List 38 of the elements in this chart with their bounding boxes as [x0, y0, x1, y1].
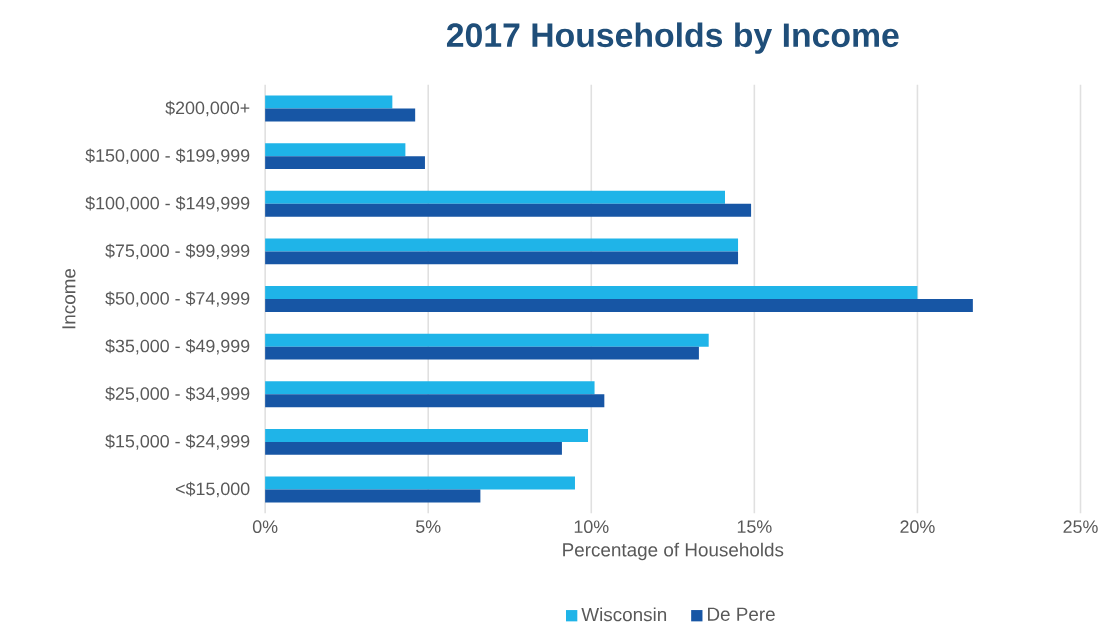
y-tick-label: $25,000 - $34,999	[105, 386, 250, 403]
y-tick-label: $35,000 - $49,999	[105, 338, 250, 355]
y-tick-label: $15,000 - $24,999	[105, 434, 250, 450]
bar	[265, 394, 605, 408]
y-axis-title: Income	[62, 268, 76, 329]
bar	[265, 489, 481, 503]
bar	[265, 251, 739, 265]
y-tick-label: <$15,000	[175, 481, 250, 498]
x-tick-label: 10%	[574, 520, 609, 534]
bar	[265, 238, 739, 252]
bar	[265, 299, 973, 313]
y-tick-label: $200,000+	[165, 100, 250, 117]
bar	[265, 441, 562, 455]
x-tick-label: 5%	[416, 520, 441, 533]
bar	[265, 156, 425, 170]
x-tick-label: 25%	[1063, 520, 1098, 534]
chart-title: 2017 Households by Income	[446, 22, 899, 54]
bar	[265, 108, 416, 122]
bar	[265, 476, 575, 490]
x-tick-label: 15%	[737, 520, 772, 533]
bar	[265, 381, 595, 395]
x-tick-label: 0%	[252, 520, 278, 534]
y-tick-label: $150,000 - $199,999	[85, 148, 250, 164]
bar	[265, 190, 725, 204]
bar	[265, 203, 752, 217]
legend-label: De Pere	[708, 607, 775, 621]
bar	[265, 95, 393, 109]
y-tick-label: $100,000 - $149,999	[85, 196, 250, 212]
bar	[265, 143, 406, 157]
x-tick-label: 20%	[900, 520, 935, 534]
y-tick-label: $50,000 - $74,999	[105, 291, 250, 307]
y-tick-label: $75,000 - $99,999	[105, 243, 250, 260]
bar	[265, 346, 699, 360]
bar	[265, 286, 918, 300]
bar	[265, 333, 709, 347]
bar	[265, 428, 589, 442]
legend-label: Wisconsin	[581, 607, 667, 622]
x-axis-title: Percentage of Households	[563, 542, 784, 561]
